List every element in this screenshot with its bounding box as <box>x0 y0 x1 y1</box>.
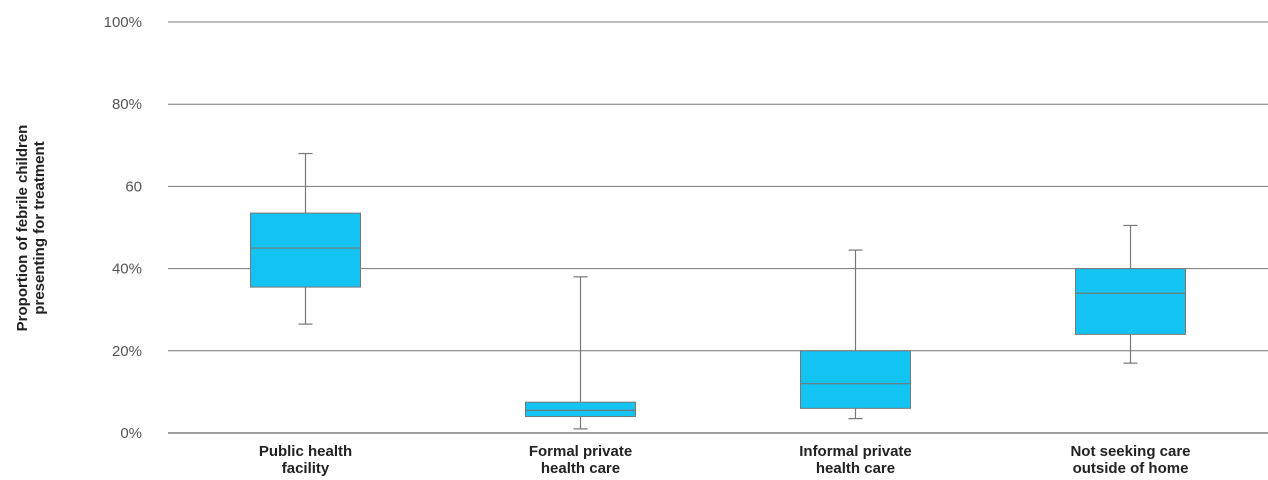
y-tick-label: 40% <box>112 261 142 278</box>
category-label-line: health care <box>541 460 620 477</box>
category-label: Public health facility <box>259 443 352 477</box>
category-label-line: Not seeking care <box>1070 443 1190 460</box>
y-tick-label: 0% <box>120 425 142 442</box>
box <box>1075 268 1186 335</box>
category-label: Informal private health care <box>799 443 912 477</box>
category-label-line: health care <box>816 460 895 477</box>
box <box>250 212 361 288</box>
box <box>800 350 911 409</box>
y-tick-label: 60 <box>125 178 142 195</box>
box <box>525 401 636 418</box>
category-label-line: outside of home <box>1073 460 1189 477</box>
y-axis-title: Proportion of febrile childrenpresenting… <box>14 125 48 332</box>
y-tick-label: 20% <box>112 343 142 360</box>
category-label: Formal private health care <box>529 443 632 477</box>
y-axis-title-line: Proportion of febrile children <box>14 125 31 332</box>
category-label-line: Public health <box>259 443 352 460</box>
y-axis-title-line: presenting for treatment <box>31 141 48 314</box>
category-label-line: facility <box>282 460 330 477</box>
y-tick-label: 100% <box>104 14 142 31</box>
category-label-line: Formal private <box>529 443 632 460</box>
y-tick-label: 80% <box>112 96 142 113</box>
category-label-line: Informal private <box>799 443 912 460</box>
category-label: Not seeking care outside of home <box>1070 443 1190 477</box>
